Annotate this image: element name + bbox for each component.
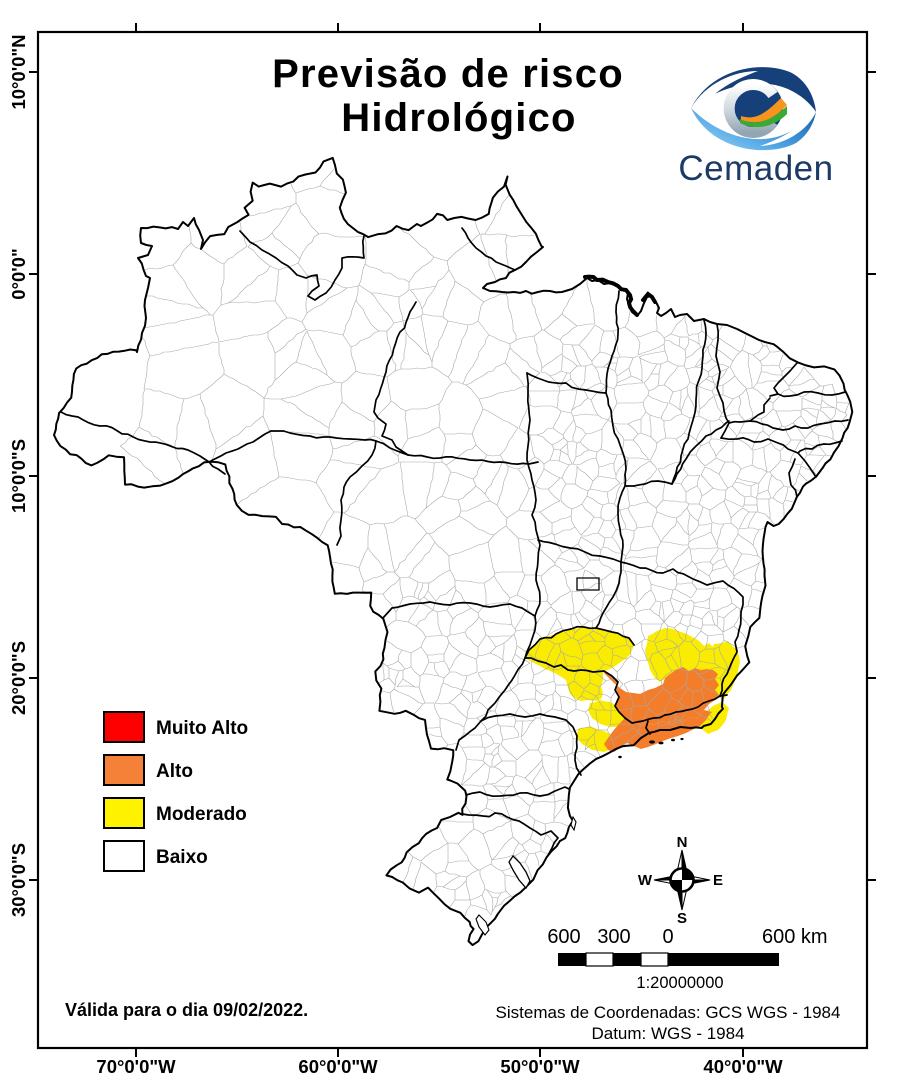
svg-text:Baixo: Baixo xyxy=(156,847,208,868)
svg-text:300: 300 xyxy=(597,926,630,948)
svg-text:40°0'0"W: 40°0'0"W xyxy=(703,1056,783,1077)
svg-text:70°0'0"W: 70°0'0"W xyxy=(96,1056,176,1077)
svg-text:600 km: 600 km xyxy=(762,926,828,948)
svg-text:N: N xyxy=(677,834,688,851)
svg-text:W: W xyxy=(638,872,653,889)
svg-text:Alto: Alto xyxy=(156,761,193,782)
svg-text:Válida para o dia 09/02/2022.: Válida para o dia 09/02/2022. xyxy=(65,1000,308,1020)
svg-text:10°0'0"N: 10°0'0"N xyxy=(8,34,29,109)
svg-text:0°0'0": 0°0'0" xyxy=(8,248,29,299)
svg-text:600: 600 xyxy=(547,926,580,948)
svg-text:Datum: WGS - 1984: Datum: WGS - 1984 xyxy=(591,1024,744,1043)
svg-text:20°0'0"S: 20°0'0"S xyxy=(8,641,29,715)
svg-text:60°0'0"W: 60°0'0"W xyxy=(298,1056,378,1077)
svg-text:Hidrológico: Hidrológico xyxy=(341,96,576,140)
svg-text:Cemaden: Cemaden xyxy=(678,149,833,188)
svg-text:Moderado: Moderado xyxy=(156,804,247,825)
svg-text:E: E xyxy=(713,872,723,889)
svg-text:1:20000000: 1:20000000 xyxy=(636,974,723,992)
svg-text:Muito Alto: Muito Alto xyxy=(156,718,248,739)
svg-text:10°0'0"S: 10°0'0"S xyxy=(8,439,29,513)
svg-text:30°0'0"S: 30°0'0"S xyxy=(8,843,29,917)
svg-text:Previsão de risco: Previsão de risco xyxy=(272,52,624,96)
svg-text:50°0'0"W: 50°0'0"W xyxy=(500,1056,580,1077)
svg-text:S: S xyxy=(677,910,687,927)
svg-text:0: 0 xyxy=(662,926,673,948)
svg-text:Sistemas de Coordenadas: GCS W: Sistemas de Coordenadas: GCS WGS - 1984 xyxy=(496,1003,841,1022)
